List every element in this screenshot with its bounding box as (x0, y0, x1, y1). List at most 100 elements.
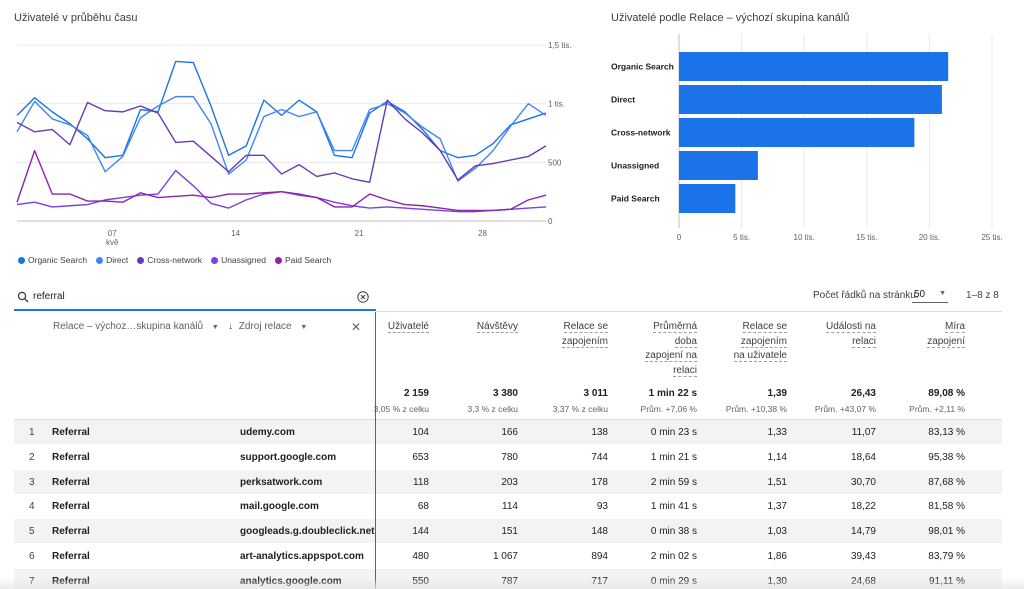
x-tick-label: kvě (106, 238, 119, 247)
metric-cell: 1,33 (767, 427, 787, 438)
channel-cell: Referral (52, 427, 90, 438)
total-comparison: 3,05 % z celku (373, 404, 429, 414)
sort-arrow-down-icon: ↓ (228, 321, 233, 332)
total-comparison: Prům. +43,07 % (814, 404, 876, 414)
caret-down-icon: ▼ (300, 324, 308, 331)
source-cell: mail.google.com (240, 501, 319, 513)
total-value: 89,08 % (928, 388, 965, 399)
metric-cell: 68 (417, 501, 429, 513)
metric-cell: 1,51 (767, 476, 787, 488)
users-by-channel-chart: 0 5 tis. 10 tis. 15 tis. 20 tis. 25 tis. Organ… (611, 34, 1003, 242)
metric-cell: 0 min 23 s (650, 427, 697, 438)
column-header[interactable]: Míra zapojení (875, 320, 965, 349)
channel-cell: Referral (52, 451, 90, 463)
row-index: 2 (29, 451, 35, 463)
column-header-label: zapojením (561, 335, 608, 348)
column-header[interactable]: Relace se zapojením (518, 320, 608, 349)
column-header-label: Relace se (742, 321, 787, 333)
metric-cell: 95,38 % (928, 451, 965, 463)
x-tick-label: 28 (478, 229, 487, 238)
legend-item[interactable]: Organic Search (18, 255, 87, 265)
y-tick-label: 1,5 tis. (548, 41, 572, 50)
metric-cell: 39,43 (850, 551, 876, 562)
metric-cell: 151 (501, 526, 518, 538)
rows-per-page-value: 50 (914, 289, 926, 300)
column-header[interactable]: Uživatelé (339, 320, 429, 335)
primary-dimension-selector[interactable]: Relace – výchoz…skupina kanálů ▼ (53, 321, 219, 332)
channel-cell: Referral (52, 526, 90, 538)
legend-label: Unassigned (221, 255, 266, 265)
category-label: Cross-network (611, 128, 671, 138)
remove-dimension-close-icon[interactable]: ✕ (351, 320, 362, 334)
rows-per-page-label: Počet řádků na stránku: (813, 290, 919, 301)
metric-cell: 81,58 % (928, 501, 965, 513)
metric-cell: 104 (412, 427, 429, 438)
metric-cell: 18,64 (850, 451, 876, 463)
x-tick-label: 25 tis. (981, 233, 1002, 242)
source-cell: art-analytics.appspot.com (240, 551, 364, 562)
total-value: 1 min 22 s (648, 388, 697, 399)
table-row[interactable]: 2 Referral support.google.com 653 780 744 1 mi… (14, 445, 1002, 469)
total-comparison: 3,37 % z celku (552, 404, 608, 414)
legend-dot-icon (274, 256, 282, 264)
secondary-dimension-selector[interactable]: ↓ Zdroj relace ▼ (228, 321, 307, 332)
source-cell: perksatwork.com (240, 476, 323, 488)
table-row[interactable]: 6 Referral art-analytics.appspot.com 480 1 0… (14, 544, 1002, 568)
metric-cell: 1,14 (767, 451, 787, 463)
column-header-label: zapojení (927, 335, 965, 348)
rows-per-page-select[interactable]: 50 ▼ (912, 286, 948, 303)
total-comparison: Prům. +2,11 % (909, 404, 965, 414)
metric-cell: 480 (412, 551, 429, 562)
metric-cell: 93 (596, 501, 608, 513)
column-header[interactable]: Průměrná doba zapojení na relaci (607, 320, 697, 378)
metric-cell: 780 (501, 451, 518, 463)
row-index: 4 (29, 501, 35, 513)
legend-label: Organic Search (28, 255, 88, 265)
metric-cell: 0 min 38 s (650, 526, 697, 538)
source-cell: googleads.g.doubleclick.net (240, 526, 375, 538)
x-tick-label: 5 tis. (733, 233, 750, 242)
column-header-label: Relace se (563, 321, 608, 333)
metric-cell: 87,68 % (928, 476, 965, 488)
totals-divider (14, 419, 1002, 420)
metric-cell: 1 min 21 s (650, 451, 697, 463)
x-tick-label: 20 tis. (919, 233, 940, 242)
legend-label: Cross-network (147, 255, 203, 265)
caret-down-icon: ▼ (211, 324, 219, 331)
channel-cell: Referral (52, 551, 90, 562)
metric-cell: 114 (502, 501, 518, 513)
metric-cell: 30,70 (850, 476, 876, 488)
metric-cell: 144 (412, 526, 429, 538)
column-header-label: Uživatelé (387, 321, 429, 333)
column-header[interactable]: Návštěvy (428, 320, 518, 335)
table-top-divider (376, 311, 1002, 312)
total-comparison: 3,3 % z celku (467, 404, 518, 414)
column-header-label: zapojení na (645, 350, 697, 362)
search-icon (17, 291, 29, 303)
column-header[interactable]: Události na relaci (786, 320, 876, 349)
legend-item[interactable]: Cross-network (137, 255, 202, 265)
table-row[interactable]: 4 Referral mail.google.com 68 114 93 1 min 41 … (14, 494, 1002, 518)
clear-search-icon[interactable] (357, 291, 369, 303)
metric-cell: 83,79 % (928, 551, 965, 562)
x-tick-label: 15 tis. (856, 233, 877, 242)
legend-dot-icon (96, 256, 104, 264)
total-comparison: Prům. +7,06 % (640, 404, 697, 414)
table-row[interactable]: 5 Referral googleads.g.doubleclick.net 144 1… (14, 519, 1002, 544)
page-range: 1–8 z 8 (966, 290, 999, 301)
legend-item[interactable]: Direct (96, 255, 128, 265)
table-search[interactable]: referral (14, 284, 376, 311)
source-cell: support.google.com (240, 451, 337, 463)
search-input[interactable]: referral (33, 291, 65, 302)
column-header[interactable]: Relace se zapojením na uživatele (697, 320, 787, 364)
metric-cell: 14,79 (850, 526, 876, 538)
table-row[interactable]: 3 Referral perksatwork.com 118 203 178 2 min 5… (14, 469, 1002, 494)
y-tick-label: 0 (548, 217, 553, 226)
legend-item[interactable]: Paid Search (274, 255, 331, 265)
metric-cell: 1,86 (767, 551, 787, 562)
table-row[interactable]: 1 Referral udemy.com 104 166 138 0 min 23 s 1,3… (14, 420, 1002, 444)
category-label: Organic Search (611, 62, 674, 72)
total-value: 3 380 (492, 388, 518, 399)
legend-item[interactable]: Unassigned (211, 255, 266, 265)
